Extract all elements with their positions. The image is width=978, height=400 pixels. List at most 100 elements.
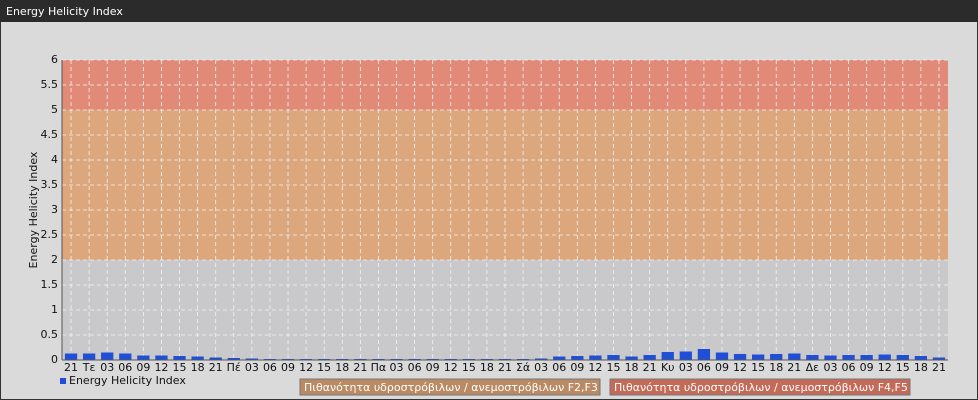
x-tick-label: 03 [100, 361, 114, 374]
x-tick-label: 18 [480, 361, 494, 374]
x-tick-label: 18 [914, 361, 928, 374]
y-tick-label: 6 [51, 53, 58, 66]
x-tick-label: 21 [353, 361, 367, 374]
x-tick-label: 18 [769, 361, 783, 374]
x-tick-label: 09 [860, 361, 874, 374]
bar [137, 355, 150, 360]
bar [607, 355, 620, 360]
y-tick-label: 1.5 [41, 278, 59, 291]
x-tick-label: 18 [335, 361, 349, 374]
x-tick-label: 15 [462, 361, 476, 374]
y-tick-label: 3.5 [41, 178, 59, 191]
chart-title: Energy Helicity Index [6, 5, 123, 18]
bar [227, 358, 240, 360]
x-tick-label: 09 [281, 361, 295, 374]
x-tick-label: Σά [516, 361, 530, 374]
y-tick-label: 4.5 [41, 128, 59, 141]
bar [155, 355, 168, 360]
bar [896, 355, 909, 360]
bar [661, 352, 674, 360]
y-tick-label: 0 [51, 353, 58, 366]
bar [191, 356, 204, 360]
x-tick-label: 03 [245, 361, 259, 374]
bar [535, 358, 548, 360]
x-tick-label: 06 [118, 361, 132, 374]
bar [571, 356, 584, 360]
band-legend-box [299, 378, 601, 396]
x-tick-label: Κυ [661, 361, 675, 374]
band-legend-box [609, 378, 911, 396]
x-tick-label: 15 [173, 361, 187, 374]
y-tick-label: 4 [51, 153, 58, 166]
bar [770, 354, 783, 360]
bar [82, 353, 96, 360]
y-tick-label: 2.5 [41, 228, 59, 241]
band-legend-label: Πιθανότητα υδροστρόβιλων / ανεμοστρόβιλω… [304, 381, 598, 394]
x-tick-label: Δε [806, 361, 820, 374]
bar [697, 349, 711, 360]
x-tick-label: 03 [390, 361, 404, 374]
bar [788, 353, 801, 360]
bar [643, 355, 656, 360]
x-tick-label: 12 [878, 361, 892, 374]
x-tick-label: 06 [408, 361, 422, 374]
bar [119, 353, 132, 360]
x-tick-label: 06 [842, 361, 856, 374]
x-tick-label: 06 [552, 361, 566, 374]
y-tick-label: 3 [51, 203, 58, 216]
x-tick-label: 12 [154, 361, 168, 374]
x-tick-label: 21 [498, 361, 512, 374]
legend-label: Energy Helicity Index [69, 374, 186, 387]
bar [733, 354, 747, 360]
x-tick-label: 21 [209, 361, 223, 374]
y-tick-label: 2 [51, 253, 58, 266]
x-tick-label: 12 [299, 361, 313, 374]
bar [715, 352, 729, 360]
bar [806, 355, 819, 360]
bar [553, 356, 566, 360]
bar [751, 354, 765, 360]
x-tick-label: 18 [191, 361, 205, 374]
bar [679, 351, 692, 360]
x-tick-label: 15 [606, 361, 620, 374]
bar [209, 357, 222, 360]
y-tick-label: 0.5 [41, 328, 59, 341]
x-tick-label: 06 [697, 361, 711, 374]
bar [173, 356, 186, 360]
x-tick-label: 03 [823, 361, 837, 374]
x-tick-label: 12 [588, 361, 602, 374]
bar [625, 356, 638, 360]
y-tick-label: 5 [51, 103, 58, 116]
x-tick-label: 15 [317, 361, 331, 374]
x-tick-label: 09 [426, 361, 440, 374]
y-axis-label: Energy Helicity Index [27, 151, 40, 268]
x-tick-label: 09 [715, 361, 729, 374]
x-tick-label: 21 [932, 361, 946, 374]
x-tick-label: 09 [570, 361, 584, 374]
x-tick-label: 15 [896, 361, 910, 374]
x-tick-label: 21 [64, 361, 78, 374]
x-tick-label: Πέ [227, 361, 241, 374]
y-tick-label: 1 [51, 303, 58, 316]
bar [932, 357, 946, 360]
x-tick-label: 15 [751, 361, 765, 374]
bar [64, 353, 78, 360]
x-tick-label: 09 [136, 361, 150, 374]
bar [245, 358, 259, 360]
header-bar [0, 0, 978, 22]
bar [914, 356, 928, 360]
x-tick-label: 03 [534, 361, 548, 374]
bar [824, 355, 837, 360]
x-tick-label: 12 [733, 361, 747, 374]
band-legend-label: Πιθανότητα υδροστρόβιλων / ανεμοστρόβιλω… [614, 381, 908, 394]
x-tick-label: 03 [679, 361, 693, 374]
x-tick-label: 21 [787, 361, 801, 374]
bar [878, 354, 891, 360]
x-tick-label: 12 [444, 361, 458, 374]
bar [101, 352, 114, 360]
bar [842, 355, 855, 360]
x-tick-label: 21 [643, 361, 657, 374]
bar [589, 355, 602, 360]
